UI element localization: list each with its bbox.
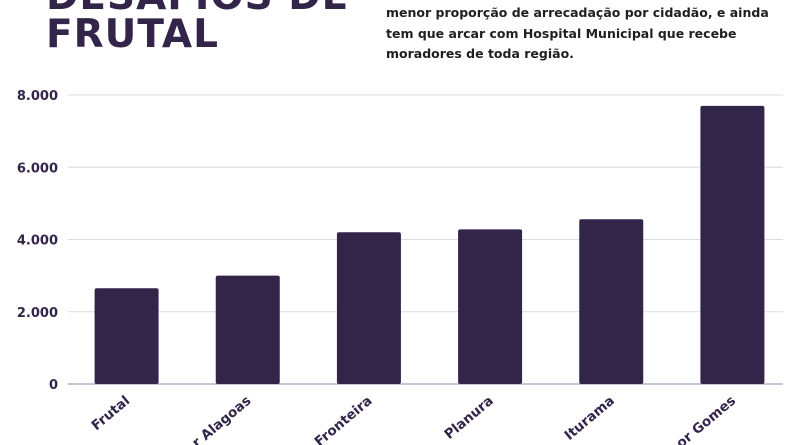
bar [94, 288, 159, 384]
y-tick-label: 8.000 [17, 89, 58, 104]
x-tick-label: Iturama [562, 393, 618, 444]
title-line-2: FRUTAL [46, 12, 219, 57]
y-tick-label: 4.000 [17, 234, 58, 249]
x-tick-label: or Gomes [673, 393, 739, 445]
y-tick-label: 0 [49, 378, 58, 393]
description-line-2: tem que arcar com Hospital Municipal que… [386, 25, 737, 41]
x-tick-label: r Alagoas [189, 393, 254, 445]
x-tick-label: Planura [441, 393, 496, 443]
bar [215, 275, 280, 384]
description-line-3: moradores de toda região. [386, 46, 574, 61]
bar [700, 105, 765, 385]
bar [458, 229, 523, 384]
chart-title: DESAFIOS DE FRUTAL [46, 0, 349, 54]
bar [336, 232, 401, 384]
x-tick-label: Frutal [89, 393, 134, 434]
title-line-1: DESAFIOS DE [46, 0, 349, 16]
bar [579, 219, 644, 384]
y-tick-label: 6.000 [17, 161, 58, 176]
description-text: menor proporção de arrecadação por cidad… [386, 3, 786, 65]
description-line-1: menor proporção de arrecadação por cidad… [386, 5, 769, 20]
x-tick-label: Fronteira [312, 393, 376, 445]
y-tick-label: 2.000 [17, 306, 58, 321]
